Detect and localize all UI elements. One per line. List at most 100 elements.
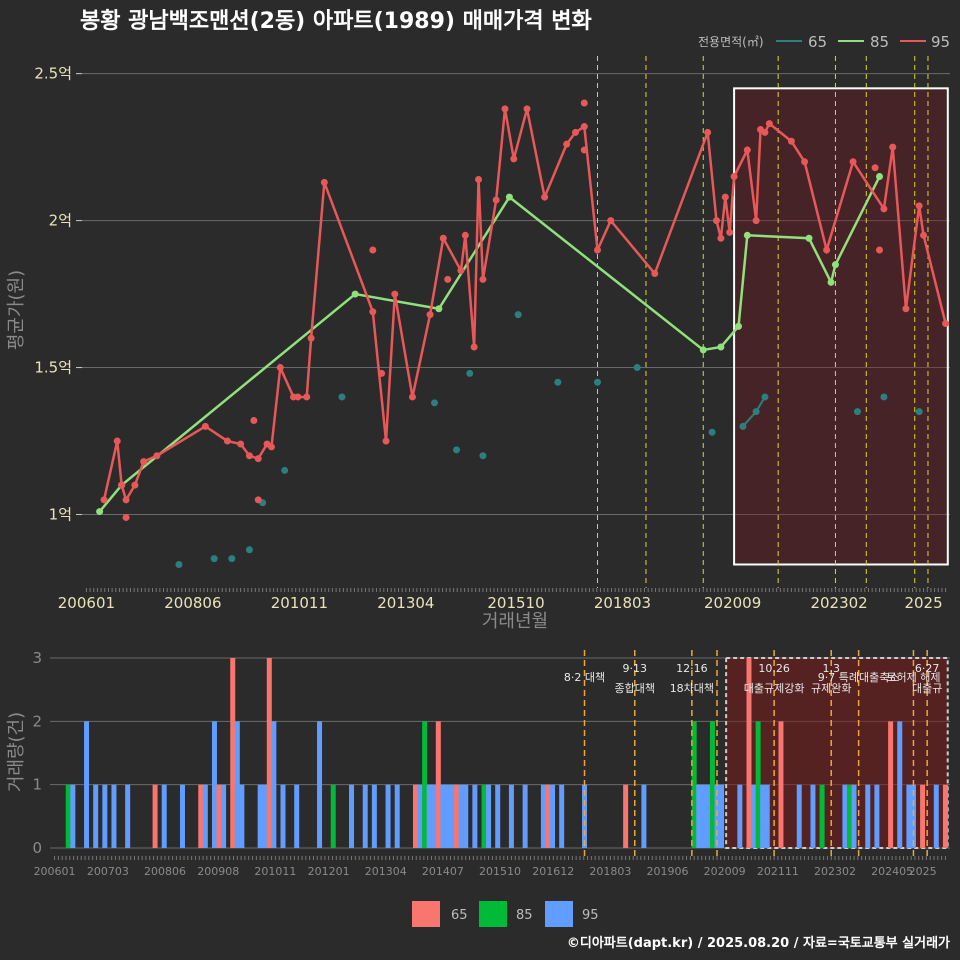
- volume-bar-95: [211, 721, 217, 848]
- policy-label: 규제완화: [811, 682, 851, 695]
- volume-bar-95: [294, 784, 300, 848]
- volume-x-tick-label: 200908: [197, 865, 239, 878]
- point-95: [787, 137, 795, 145]
- legend-label-85: 85: [870, 33, 889, 51]
- volume-bar-85: [481, 784, 487, 848]
- point-95: [651, 270, 659, 278]
- volume-bar-85: [846, 784, 852, 848]
- point-95: [294, 393, 302, 401]
- volume-x-tick-label: 201201: [308, 865, 350, 878]
- point-95: [743, 146, 751, 154]
- volume-bar-95: [508, 784, 514, 848]
- legend-label-95: 95: [931, 33, 950, 51]
- point-95: [880, 205, 888, 213]
- point-95: [492, 196, 500, 204]
- x-tick-label: 2025: [904, 594, 942, 612]
- point-65: [554, 378, 562, 386]
- volume-bar-65: [435, 721, 441, 848]
- volume-bar-95: [449, 784, 455, 848]
- volume-bar-95: [349, 784, 355, 848]
- point-85: [717, 343, 725, 351]
- point-95: [761, 128, 769, 136]
- point-95: [470, 343, 478, 351]
- point-95: [131, 481, 139, 489]
- volume-x-tick-label: 201304: [365, 865, 407, 878]
- volume-bar-85: [65, 784, 71, 848]
- point-95: [276, 364, 284, 372]
- point-95: [902, 305, 910, 313]
- volume-bar-95: [582, 784, 588, 848]
- volume-bar-95: [271, 721, 277, 848]
- volume-bar-95: [714, 784, 720, 848]
- point-95: [254, 496, 262, 504]
- point-95: [541, 193, 549, 201]
- point-85: [805, 234, 813, 242]
- volume-bar-65: [412, 784, 418, 848]
- volume-bar-95: [796, 784, 802, 848]
- volume-bar-95: [764, 784, 770, 848]
- bottom-legend-swatch-65: [412, 901, 440, 927]
- volume-bar-95: [234, 721, 240, 848]
- volume-bar-65: [942, 784, 948, 848]
- volume-x-tick-label: 201510: [479, 865, 521, 878]
- point-95: [730, 173, 738, 181]
- volume-x-tick-label: 200601: [34, 865, 76, 878]
- volume-y-tick-label: 2: [32, 712, 42, 730]
- volume-bar-95: [495, 784, 501, 848]
- y-tick-label: 2억: [49, 212, 72, 230]
- volume-bar-65: [198, 784, 204, 848]
- point-95: [153, 452, 161, 460]
- y-tick-label: 2.5억: [34, 65, 72, 83]
- point-95: [915, 202, 923, 210]
- volume-bar-65: [454, 784, 460, 848]
- point-95: [501, 105, 509, 113]
- volume-bar-95: [70, 784, 76, 848]
- point-95: [100, 496, 108, 504]
- legend-label-65: 65: [808, 33, 827, 51]
- point-95: [307, 334, 315, 342]
- point-65: [514, 311, 522, 319]
- point-95: [712, 217, 720, 225]
- volume-bar-65: [152, 784, 158, 848]
- point-95: [752, 217, 760, 225]
- point-65: [880, 393, 888, 401]
- volume-bar-95: [385, 784, 391, 848]
- volume-bar-85: [755, 721, 761, 848]
- x-tick-label: 201304: [377, 594, 434, 612]
- point-85: [435, 305, 443, 313]
- volume-x-tick-label: 201011: [254, 865, 296, 878]
- point-95: [876, 246, 884, 254]
- volume-y-tick-label: 1: [32, 776, 42, 794]
- point-95: [439, 234, 447, 242]
- volume-bar-95: [111, 784, 117, 848]
- point-95: [369, 246, 377, 254]
- chart-title: 봉황 광남백조맨션(2동) 아파트(1989) 매매가격 변화: [80, 9, 592, 34]
- point-95: [201, 422, 209, 430]
- volume-bar-95: [179, 784, 185, 848]
- point-85: [827, 278, 835, 286]
- volume-bar-95: [280, 784, 286, 848]
- point-95: [717, 234, 725, 242]
- point-95: [523, 105, 531, 113]
- point-65: [479, 452, 487, 460]
- point-65: [466, 369, 474, 377]
- volume-bar-85: [709, 721, 715, 848]
- footer-credit: ©디아파트(dapt.kr) / 2025.08.20 / 자료=국토교통부 실…: [567, 935, 950, 951]
- series-line-65: [742, 396, 766, 428]
- point-95: [765, 120, 773, 128]
- point-95: [113, 437, 121, 445]
- volume-bar-85: [819, 784, 825, 848]
- point-95: [320, 178, 328, 186]
- point-95: [391, 290, 399, 298]
- point-65: [594, 378, 602, 386]
- policy-label: 9·7 특례대출축소: [818, 671, 900, 684]
- volume-x-tick-label: 202405: [871, 865, 913, 878]
- volume-y-axis-title: 거래량(건): [6, 712, 27, 792]
- point-95: [920, 231, 928, 239]
- point-95: [122, 513, 130, 521]
- point-95: [871, 164, 879, 172]
- volume-bar-95: [897, 721, 903, 848]
- y-tick-label: 1억: [49, 506, 72, 524]
- volume-bar-95: [486, 784, 492, 848]
